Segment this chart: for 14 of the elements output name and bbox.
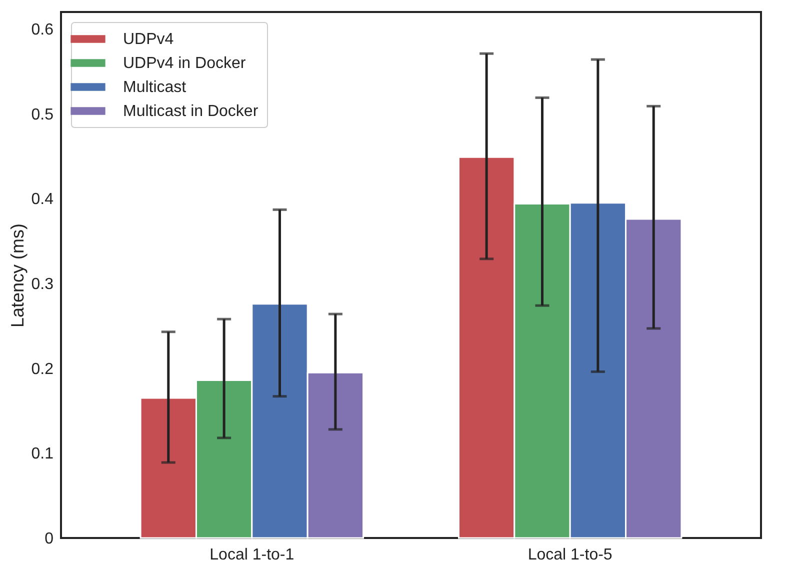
y-tick-label: 0.6 (31, 21, 54, 38)
y-tick-label: 0 (44, 530, 54, 548)
legend-label: UDPv4 in Docker (123, 55, 246, 72)
y-tick-label: 0.3 (31, 276, 54, 293)
y-tick-label: 0.2 (31, 360, 54, 378)
y-tick-label: 0.5 (31, 106, 54, 124)
x-tick-label: Local 1-to-5 (528, 546, 612, 564)
legend-label: UDPv4 (123, 31, 174, 48)
y-axis-title: Latency (ms) (7, 223, 28, 328)
x-tick-label: Local 1-to-1 (210, 546, 294, 564)
y-tick-label: 0.1 (31, 446, 54, 463)
legend-label: Multicast (123, 79, 187, 96)
legend-label: Multicast in Docker (123, 103, 259, 120)
y-tick-label: 0.4 (31, 191, 54, 208)
